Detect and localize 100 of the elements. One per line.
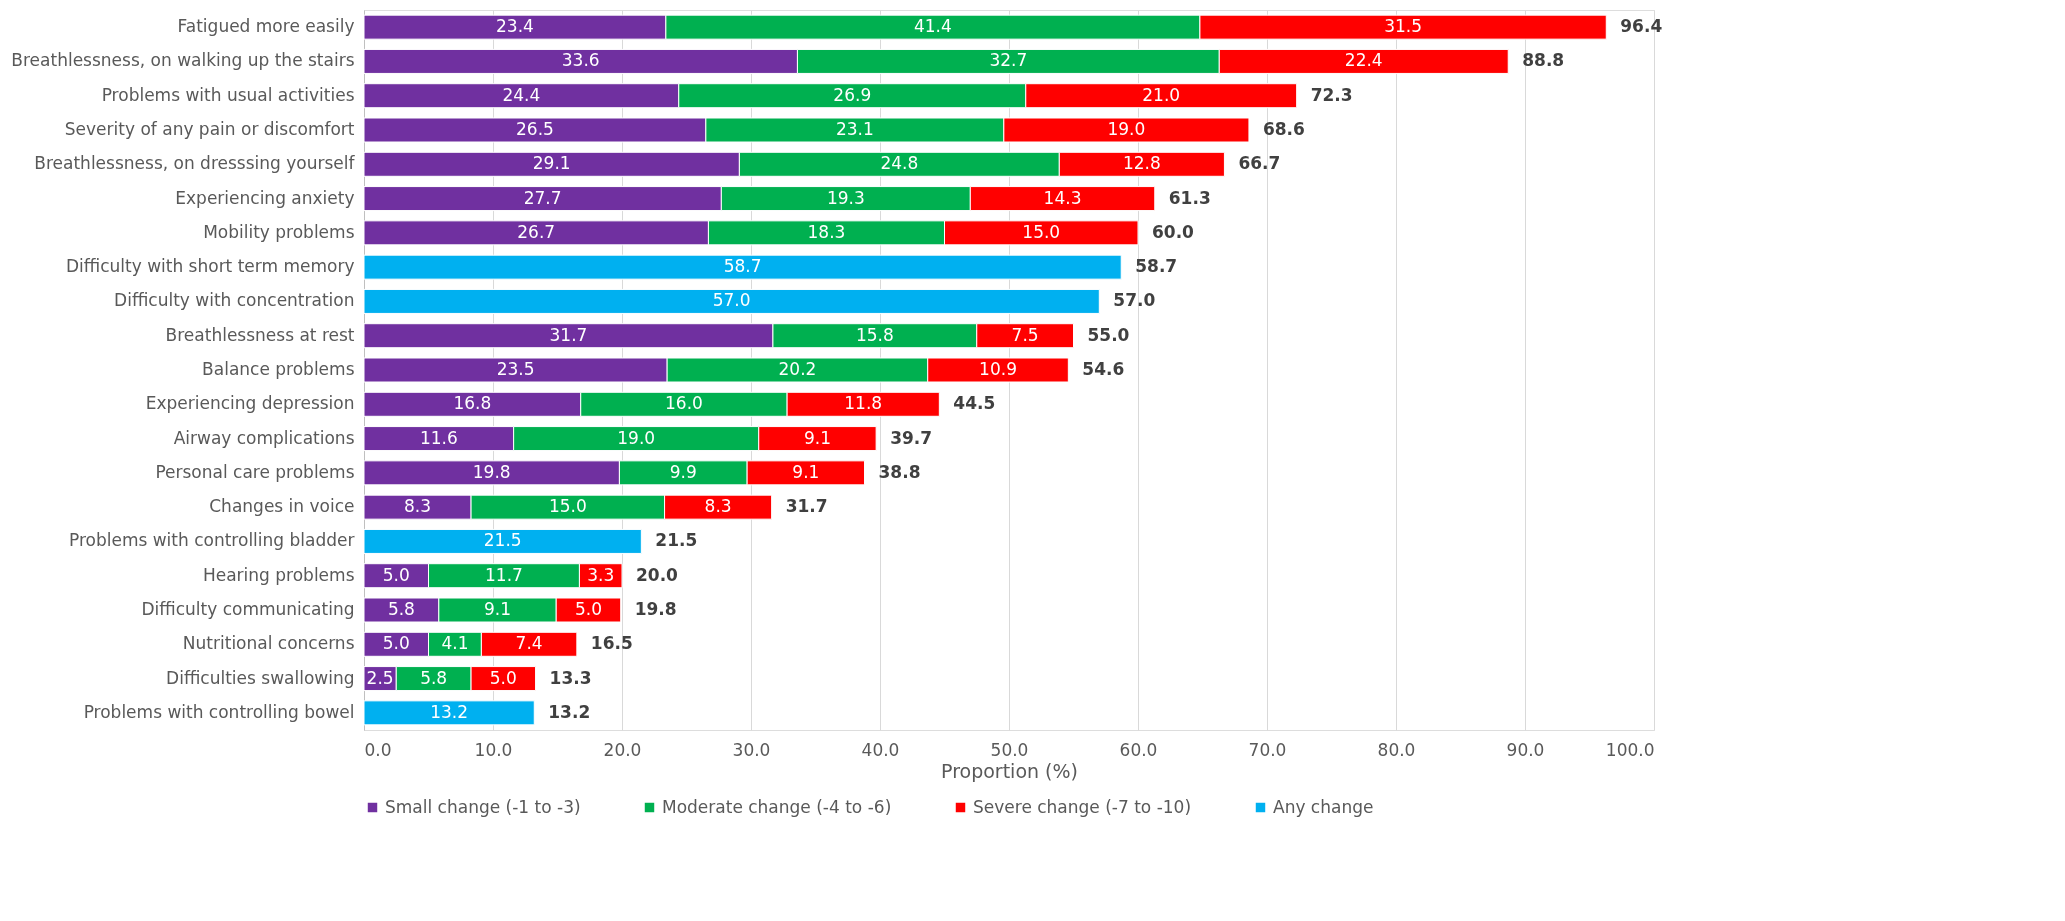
y-tick-label: Experiencing anxiety	[175, 187, 355, 208]
y-tick-label: Personal care problems	[155, 461, 355, 482]
y-tick-label: Problems with usual activities	[101, 84, 355, 105]
total-label: 44.5	[953, 393, 996, 414]
y-tick-label: Problems with controlling bladder	[68, 530, 355, 551]
data-label: 9.1	[483, 599, 512, 619]
data-label: 20.2	[778, 359, 817, 379]
bar	[363, 254, 1122, 280]
total-label: 54.6	[1082, 359, 1125, 379]
y-tick-label: Airway complications	[173, 427, 355, 448]
data-label: 26.5	[516, 119, 554, 139]
data-label: 4.1	[441, 633, 469, 654]
x-tick-label: 20.0	[603, 739, 642, 760]
data-label: 15.0	[1022, 221, 1061, 242]
total-label: 88.8	[1522, 50, 1565, 71]
data-label: 5.0	[489, 667, 517, 688]
x-tick-label: 30.0	[732, 739, 771, 760]
legend-label: Any change	[1273, 796, 1374, 817]
data-label: 19.3	[826, 187, 865, 208]
data-label: 2.5	[366, 667, 394, 688]
total-label: 19.8	[634, 599, 677, 619]
data-label: 58.7	[723, 256, 762, 277]
data-label: 26.7	[517, 221, 556, 242]
y-tick-label: Nutritional concerns	[182, 633, 355, 654]
data-label: 15.8	[855, 324, 894, 345]
data-label: 10.9	[979, 359, 1017, 379]
total-label: 31.7	[785, 496, 828, 517]
y-tick-label: Severity of any pain or discomfort	[64, 119, 355, 139]
legend-label: Small change (-1 to -3)	[385, 796, 581, 817]
x-tick-label: 100.0	[1605, 739, 1655, 760]
data-label: 19.0	[1107, 119, 1146, 139]
data-label: 41.4	[913, 16, 952, 37]
data-label: 12.8	[1122, 153, 1161, 174]
data-label: 7.5	[1011, 324, 1039, 345]
data-label: 9.1	[803, 427, 831, 448]
data-label: 21.0	[1142, 84, 1181, 105]
data-label: 23.4	[496, 16, 534, 37]
data-label: 11.7	[485, 564, 523, 585]
total-label: 16.5	[590, 633, 633, 654]
data-label: 9.1	[792, 461, 820, 482]
x-tick-label: 10.0	[474, 739, 513, 760]
data-label: 32.7	[989, 50, 1028, 71]
data-label: 9.9	[669, 461, 697, 482]
y-tick-label: Difficulty communicating	[141, 599, 355, 619]
data-label: 31.5	[1384, 16, 1423, 37]
data-label: 24.4	[502, 84, 541, 105]
total-label: 20.0	[636, 564, 679, 585]
y-tick-label: Breathlessness at rest	[165, 324, 355, 345]
data-label: 16.0	[664, 393, 703, 414]
data-label: 31.7	[549, 324, 588, 345]
data-label: 23.5	[496, 359, 535, 379]
x-tick-label: 40.0	[861, 739, 900, 760]
bar	[363, 528, 642, 554]
x-tick-label: 50.0	[990, 739, 1029, 760]
data-label: 19.8	[472, 461, 511, 482]
x-axis-title: Proportion (%)	[941, 759, 1078, 782]
total-label: 55.0	[1087, 324, 1130, 345]
data-label: 19.0	[617, 427, 656, 448]
total-label: 61.3	[1168, 187, 1211, 208]
data-label: 21.5	[483, 530, 522, 551]
data-label: 5.0	[574, 599, 602, 619]
data-label: 5.8	[387, 599, 415, 619]
data-label: 11.6	[419, 427, 458, 448]
data-label: 7.4	[515, 633, 543, 654]
y-tick-label: Difficulties swallowing	[166, 667, 355, 688]
legend-label: Severe change (-7 to -10)	[973, 796, 1192, 817]
total-label: 72.3	[1310, 84, 1353, 105]
legend-label: Moderate change (-4 to -6)	[662, 796, 892, 817]
total-label: 21.5	[655, 530, 698, 551]
bar	[363, 700, 535, 726]
y-tick-label: Experiencing depression	[145, 393, 355, 414]
data-label: 22.4	[1344, 50, 1383, 71]
data-label: 57.0	[712, 290, 751, 311]
total-label: 96.4	[1620, 16, 1663, 37]
y-tick-label: Difficulty with concentration	[114, 290, 355, 311]
y-tick-label: Balance problems	[202, 359, 355, 379]
total-label: 38.8	[878, 461, 921, 482]
x-tick-label: 90.0	[1506, 739, 1545, 760]
total-label: 58.7	[1135, 256, 1178, 277]
x-tick-label: 0.0	[364, 739, 392, 760]
data-label: 33.6	[561, 50, 600, 71]
x-tick-label: 80.0	[1377, 739, 1416, 760]
y-tick-label: Mobility problems	[203, 221, 355, 242]
data-label: 13.2	[430, 701, 469, 722]
total-label: 39.7	[890, 427, 933, 448]
y-tick-label: Problems with controlling bowel	[83, 701, 355, 722]
data-label: 5.0	[382, 633, 410, 654]
total-label: 68.6	[1262, 119, 1305, 139]
data-label: 11.8	[844, 393, 883, 414]
bar	[363, 288, 1100, 314]
data-label: 8.3	[704, 496, 732, 517]
data-label: 29.1	[532, 153, 571, 174]
x-tick-label: 70.0	[1248, 739, 1287, 760]
y-tick-label: Hearing problems	[202, 564, 355, 585]
total-label: 60.0	[1152, 221, 1195, 242]
total-label: 66.7	[1238, 153, 1281, 174]
data-label: 18.3	[807, 221, 846, 242]
total-label: 13.3	[549, 667, 592, 688]
y-tick-label: Breathlessness, on walking up the stairs	[11, 50, 355, 71]
data-label: 24.8	[880, 153, 919, 174]
